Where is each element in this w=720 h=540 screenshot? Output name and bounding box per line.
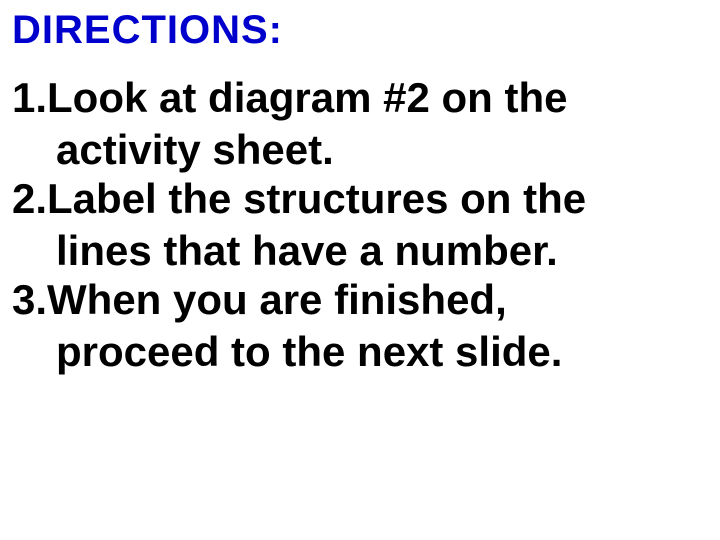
list-number-2: 2. — [12, 175, 47, 222]
list-text-2a: Label the structures on the — [47, 175, 586, 222]
list-continuation-3: proceed to the next slide. — [12, 327, 708, 377]
list-number-1: 1. — [12, 74, 47, 121]
list-item: 3.When you are finished, — [12, 275, 708, 325]
list-number-3: 3. — [12, 276, 47, 323]
list-continuation-1: activity sheet. — [12, 125, 708, 175]
list-continuation-2: lines that have a number. — [12, 226, 708, 276]
list-item: 1.Look at diagram #2 on the — [12, 73, 708, 123]
list-text-1a: Look at diagram #2 on the — [47, 74, 567, 121]
directions-title: DIRECTIONS: — [12, 8, 708, 53]
list-text-3a: When you are finished, — [47, 276, 507, 323]
list-item: 2.Label the structures on the — [12, 174, 708, 224]
directions-list: 1.Look at diagram #2 on the activity she… — [12, 73, 708, 376]
